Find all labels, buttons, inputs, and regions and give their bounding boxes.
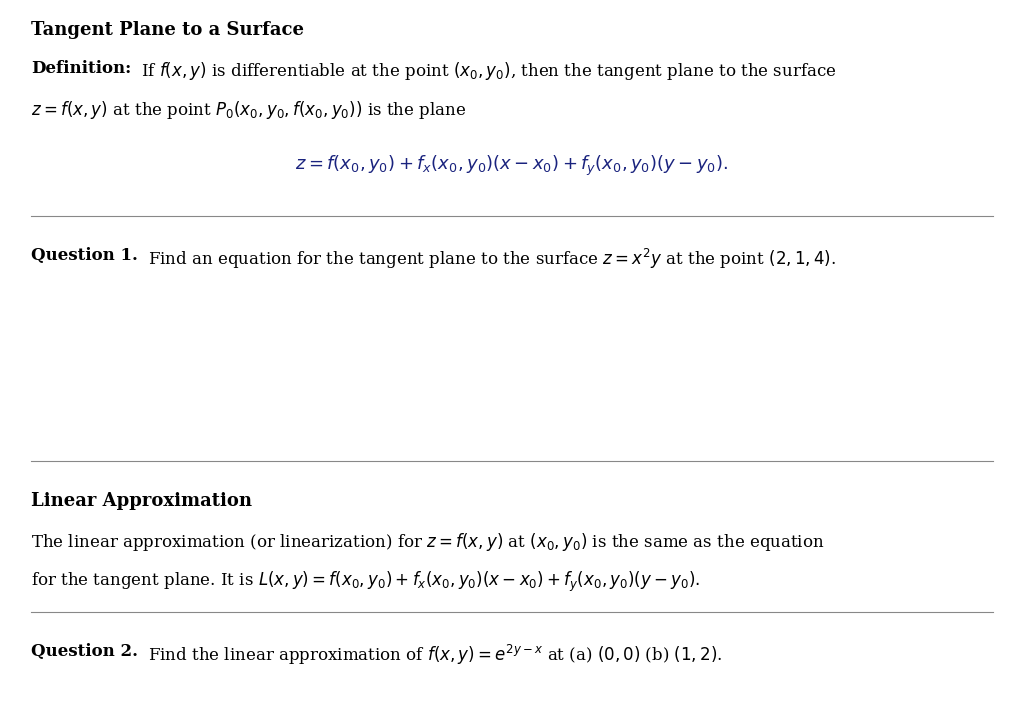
Text: The linear approximation (or linearization) for $z = f(x, y)$ at $(x_0, y_0)$ is: The linear approximation (or linearizati…: [31, 530, 824, 553]
Text: $z = f(x, y)$ at the point $P_0(x_0, y_0, f(x_0, y_0))$ is the plane: $z = f(x, y)$ at the point $P_0(x_0, y_0…: [31, 99, 466, 121]
Text: Question 1.: Question 1.: [31, 247, 137, 264]
Text: Question 2.: Question 2.: [31, 643, 137, 660]
Text: for the tangent plane. It is $L(x, y) = f(x_0, y_0) + f_x(x_0, y_0)(x - x_0) + f: for the tangent plane. It is $L(x, y) = …: [31, 570, 700, 594]
Text: Tangent Plane to a Surface: Tangent Plane to a Surface: [31, 21, 304, 39]
Text: $z = f(x_0, y_0) + f_x(x_0, y_0)(x - x_0) + f_y(x_0, y_0)(y - y_0).$: $z = f(x_0, y_0) + f_x(x_0, y_0)(x - x_0…: [295, 153, 729, 177]
Text: If $f(x, y)$ is differentiable at the point $(x_0, y_0)$, then the tangent plane: If $f(x, y)$ is differentiable at the po…: [141, 60, 837, 82]
Text: Find the linear approximation of $f(x, y) = e^{2y-x}$ at (a) $(0, 0)$ (b) $(1, 2: Find the linear approximation of $f(x, y…: [148, 643, 723, 667]
Text: Linear Approximation: Linear Approximation: [31, 492, 252, 510]
Text: Definition:: Definition:: [31, 60, 131, 77]
Text: Find an equation for the tangent plane to the surface $z = x^2y$ at the point $(: Find an equation for the tangent plane t…: [148, 247, 837, 271]
